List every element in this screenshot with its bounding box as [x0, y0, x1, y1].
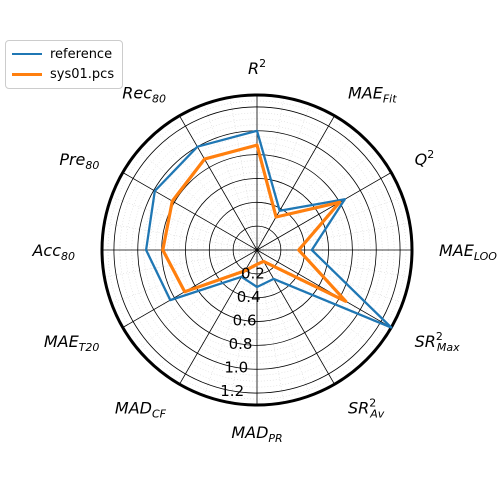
minor-grid-spoke	[104, 249, 258, 278]
label-layer: 0.2 0.4 0.6 0.8 1.0 1.2 R2 MAEFit Q2 MAELOO SR2 Max…	[31, 57, 497, 445]
legend-label-sys01: sys01.pcs	[50, 66, 115, 82]
grid-spoke	[256, 115, 335, 251]
minor-grid-spoke	[104, 222, 258, 251]
axis-label: Rec80	[122, 83, 166, 105]
grid-spoke	[256, 249, 335, 385]
polar-frame	[100, 93, 414, 407]
axis-label: Acc80	[31, 241, 75, 263]
minor-grid-spoke	[229, 97, 258, 251]
axis-label: Pre80	[59, 150, 99, 172]
axis-label: MADCF	[115, 399, 167, 421]
legend-label-reference: reference	[50, 46, 113, 62]
series-layer	[144, 129, 393, 329]
grid-spoke	[256, 172, 392, 251]
axis-label: MADPR	[231, 423, 282, 445]
minor-grid-spoke	[157, 131, 258, 251]
grid-spoke	[179, 115, 258, 251]
minor-grid-spoke	[111, 196, 258, 251]
legend-item-sys01: sys01.pcs	[12, 64, 114, 84]
minor-grid-spoke	[111, 249, 258, 304]
series-line-sys01-pcs	[161, 143, 348, 303]
minor-grid-spoke	[256, 249, 403, 304]
radial-tick-label: 0.2	[241, 265, 265, 283]
grid-spoke	[122, 172, 258, 251]
minor-grid-spoke	[256, 104, 311, 251]
minor-grid-spoke	[256, 249, 410, 278]
axis-label: R2	[248, 57, 266, 78]
minor-grid-spoke	[157, 249, 258, 369]
series-line-reference	[144, 129, 393, 329]
legend-swatch-reference	[12, 53, 42, 55]
minor-grid-spoke	[256, 131, 357, 251]
axis-label: MAET20	[44, 332, 100, 354]
minor-grid-spoke	[256, 249, 285, 403]
radial-tick-label: 1.2	[220, 382, 244, 400]
radial-tick-label: 0.8	[229, 335, 253, 353]
radial-tick-label: 1.0	[224, 358, 248, 376]
minor-grid-spoke	[203, 249, 258, 396]
legend-swatch-sys01	[12, 72, 42, 76]
minor-grid-spoke	[256, 97, 285, 251]
axis-label: SR2 Av	[348, 397, 385, 421]
minor-grid-spoke	[138, 249, 258, 350]
minor-grid-spoke	[138, 150, 258, 251]
minor-grid-spoke	[256, 249, 376, 350]
radial-tick-label: 0.4	[237, 288, 261, 306]
axis-label: SR2 Max	[415, 330, 461, 354]
minor-grid-spoke	[203, 104, 258, 251]
grid-layer	[100, 93, 414, 407]
legend-item-reference: reference	[12, 44, 114, 64]
minor-grid-spoke	[256, 249, 357, 369]
minor-grid-spoke	[229, 249, 258, 403]
minor-grid-spoke	[256, 222, 410, 251]
axis-label: Q2	[415, 148, 435, 169]
axis-label: MAELOO	[439, 241, 497, 263]
grid-spoke	[256, 249, 392, 328]
minor-grid-spoke	[256, 249, 311, 396]
minor-grid-spoke	[256, 196, 403, 251]
minor-grid-spoke	[256, 150, 376, 251]
legend: reference sys01.pcs	[5, 40, 124, 89]
axis-label: MAEFit	[348, 83, 397, 105]
radial-tick-label: 0.6	[233, 312, 257, 330]
